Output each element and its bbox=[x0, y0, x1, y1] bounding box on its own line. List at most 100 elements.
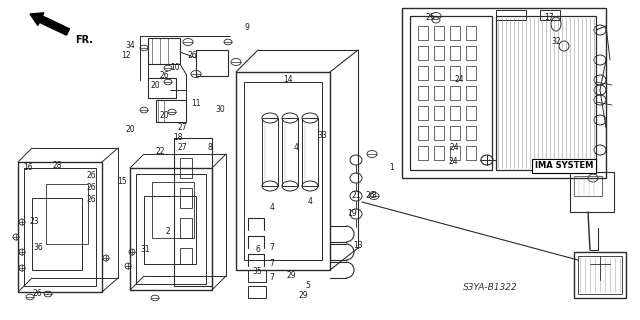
Text: 7: 7 bbox=[269, 244, 275, 252]
Text: 20: 20 bbox=[150, 82, 160, 91]
Text: 23: 23 bbox=[29, 218, 39, 227]
Bar bbox=[540, 10, 560, 20]
Text: 26: 26 bbox=[86, 172, 96, 180]
Bar bbox=[148, 78, 176, 98]
Bar bbox=[152, 182, 194, 238]
Bar bbox=[466, 146, 476, 160]
Text: 4: 4 bbox=[308, 197, 312, 206]
Bar bbox=[574, 176, 602, 196]
Bar bbox=[418, 146, 428, 160]
Text: 9: 9 bbox=[244, 23, 250, 33]
Bar bbox=[418, 126, 428, 140]
Bar bbox=[282, 118, 298, 186]
Text: 17: 17 bbox=[544, 13, 554, 22]
Bar bbox=[418, 46, 428, 60]
Text: 6: 6 bbox=[255, 245, 260, 254]
Bar bbox=[148, 38, 180, 64]
Text: 26: 26 bbox=[32, 290, 42, 299]
Bar bbox=[466, 46, 476, 60]
Bar bbox=[418, 66, 428, 80]
Bar bbox=[18, 162, 102, 292]
Text: 26: 26 bbox=[86, 196, 96, 204]
Text: 2: 2 bbox=[166, 228, 170, 236]
Bar bbox=[262, 118, 278, 186]
Bar bbox=[136, 174, 206, 284]
Bar bbox=[196, 50, 228, 76]
Text: 21: 21 bbox=[351, 191, 361, 201]
Text: 31: 31 bbox=[140, 245, 150, 254]
Text: 7: 7 bbox=[269, 274, 275, 283]
Text: FR.: FR. bbox=[75, 35, 93, 45]
Text: S3YA-B1322: S3YA-B1322 bbox=[463, 284, 517, 292]
Bar bbox=[466, 66, 476, 80]
Bar bbox=[450, 146, 460, 160]
Text: 25: 25 bbox=[425, 13, 435, 22]
Bar bbox=[144, 196, 196, 264]
Bar bbox=[402, 8, 606, 178]
Bar bbox=[46, 184, 88, 244]
Bar bbox=[244, 82, 322, 260]
Bar bbox=[24, 168, 96, 286]
Text: 28: 28 bbox=[52, 162, 61, 171]
Bar bbox=[450, 46, 460, 60]
Text: 24: 24 bbox=[454, 76, 464, 84]
Text: 22: 22 bbox=[156, 148, 164, 156]
Text: 15: 15 bbox=[117, 178, 127, 187]
Bar bbox=[180, 248, 192, 264]
Text: 4: 4 bbox=[269, 204, 275, 212]
Text: 14: 14 bbox=[283, 76, 293, 84]
Bar bbox=[180, 188, 192, 208]
Bar bbox=[578, 256, 622, 294]
Bar bbox=[434, 106, 444, 120]
Text: 27: 27 bbox=[177, 143, 187, 153]
Text: 19: 19 bbox=[347, 210, 357, 219]
Bar bbox=[496, 16, 596, 170]
Bar bbox=[450, 126, 460, 140]
Bar bbox=[434, 26, 444, 40]
Bar bbox=[130, 168, 212, 290]
Bar bbox=[450, 106, 460, 120]
Bar bbox=[236, 72, 330, 270]
Bar bbox=[248, 270, 266, 282]
Text: IMA SYSTEM: IMA SYSTEM bbox=[535, 162, 593, 171]
Text: 24: 24 bbox=[449, 143, 459, 153]
Bar bbox=[434, 146, 444, 160]
Bar bbox=[302, 118, 318, 186]
Text: 26: 26 bbox=[187, 52, 197, 60]
Bar bbox=[466, 126, 476, 140]
Text: 16: 16 bbox=[23, 164, 33, 172]
Text: 18: 18 bbox=[173, 133, 183, 142]
Text: 8: 8 bbox=[207, 143, 212, 153]
Bar bbox=[496, 10, 526, 20]
Text: 3: 3 bbox=[372, 191, 376, 201]
Text: 24: 24 bbox=[448, 157, 458, 166]
Text: 11: 11 bbox=[191, 100, 201, 108]
Bar bbox=[574, 252, 626, 298]
Text: 34: 34 bbox=[125, 42, 135, 51]
Bar bbox=[434, 86, 444, 100]
Text: 12: 12 bbox=[121, 52, 131, 60]
Text: 20: 20 bbox=[125, 125, 135, 134]
Text: 27: 27 bbox=[177, 124, 187, 132]
Text: 29: 29 bbox=[286, 271, 296, 281]
Bar bbox=[434, 66, 444, 80]
Bar bbox=[450, 66, 460, 80]
Text: 30: 30 bbox=[215, 106, 225, 115]
Bar bbox=[32, 198, 82, 270]
Bar bbox=[174, 138, 212, 286]
Bar bbox=[180, 218, 192, 238]
Bar bbox=[570, 172, 614, 212]
Text: 4: 4 bbox=[294, 143, 298, 153]
Bar bbox=[418, 86, 428, 100]
Text: 13: 13 bbox=[353, 242, 363, 251]
Bar bbox=[418, 26, 428, 40]
Text: 26: 26 bbox=[86, 183, 96, 193]
Text: 35: 35 bbox=[252, 268, 262, 276]
Bar bbox=[450, 86, 460, 100]
Bar bbox=[466, 106, 476, 120]
Bar bbox=[248, 286, 266, 298]
Bar bbox=[180, 158, 192, 178]
Text: 29: 29 bbox=[298, 291, 308, 300]
Bar bbox=[434, 126, 444, 140]
Bar bbox=[156, 100, 186, 122]
